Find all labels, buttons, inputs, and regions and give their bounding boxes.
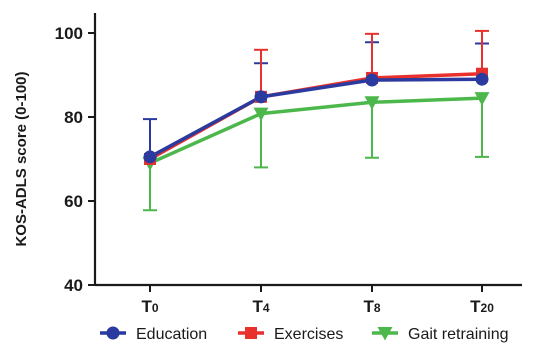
x-tick-label: T0	[141, 297, 158, 316]
legend-marker	[377, 327, 393, 341]
legend-marker	[106, 326, 120, 340]
series-markers	[142, 67, 490, 171]
data-point	[475, 72, 489, 86]
series-lines	[149, 71, 483, 165]
x-tick-label: T20	[470, 297, 494, 316]
y-tick-label: 40	[64, 276, 83, 295]
data-point	[253, 107, 269, 122]
y-axis-title: KOS-ADLS score (0-100)	[13, 71, 30, 246]
x-tick-labels: T0 T4 T8 T20	[141, 297, 494, 316]
legend-marker	[245, 327, 257, 339]
legend-label: Education	[136, 326, 207, 343]
y-tick-label: 100	[55, 24, 83, 43]
series-line	[149, 71, 483, 161]
data-point	[474, 92, 490, 106]
x-tick-label: T8	[363, 297, 380, 316]
error-bars	[143, 29, 489, 212]
data-point	[143, 150, 157, 164]
y-tick-labels: 40 60 80 100	[55, 24, 83, 295]
data-point	[365, 73, 379, 87]
axes	[88, 13, 522, 292]
y-tick-label: 60	[64, 192, 83, 211]
legend-label: Gait retraining	[408, 326, 509, 343]
series-line	[149, 77, 483, 159]
data-point	[254, 90, 268, 104]
legend-label: Exercises	[274, 326, 343, 343]
data-point	[364, 96, 380, 110]
y-tick-label: 80	[64, 108, 83, 127]
x-tick-label: T4	[252, 297, 269, 316]
series-line	[149, 96, 483, 165]
legend: Education Exercises Gait retraining	[100, 326, 509, 343]
